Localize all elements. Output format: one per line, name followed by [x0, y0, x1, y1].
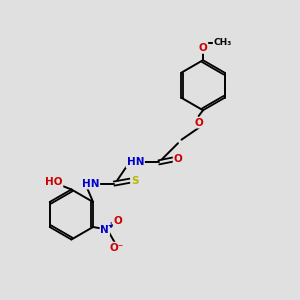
Text: S: S [131, 176, 138, 186]
Text: O: O [194, 118, 203, 128]
Text: O⁻: O⁻ [110, 243, 124, 253]
Text: N: N [100, 225, 109, 235]
Text: CH₃: CH₃ [214, 38, 232, 47]
Text: HN: HN [127, 158, 144, 167]
Text: +: + [107, 221, 113, 230]
Text: HN: HN [82, 178, 99, 189]
Text: O: O [199, 43, 207, 53]
Text: HO: HO [45, 177, 62, 187]
Text: O: O [174, 154, 182, 164]
Text: O: O [114, 216, 122, 226]
